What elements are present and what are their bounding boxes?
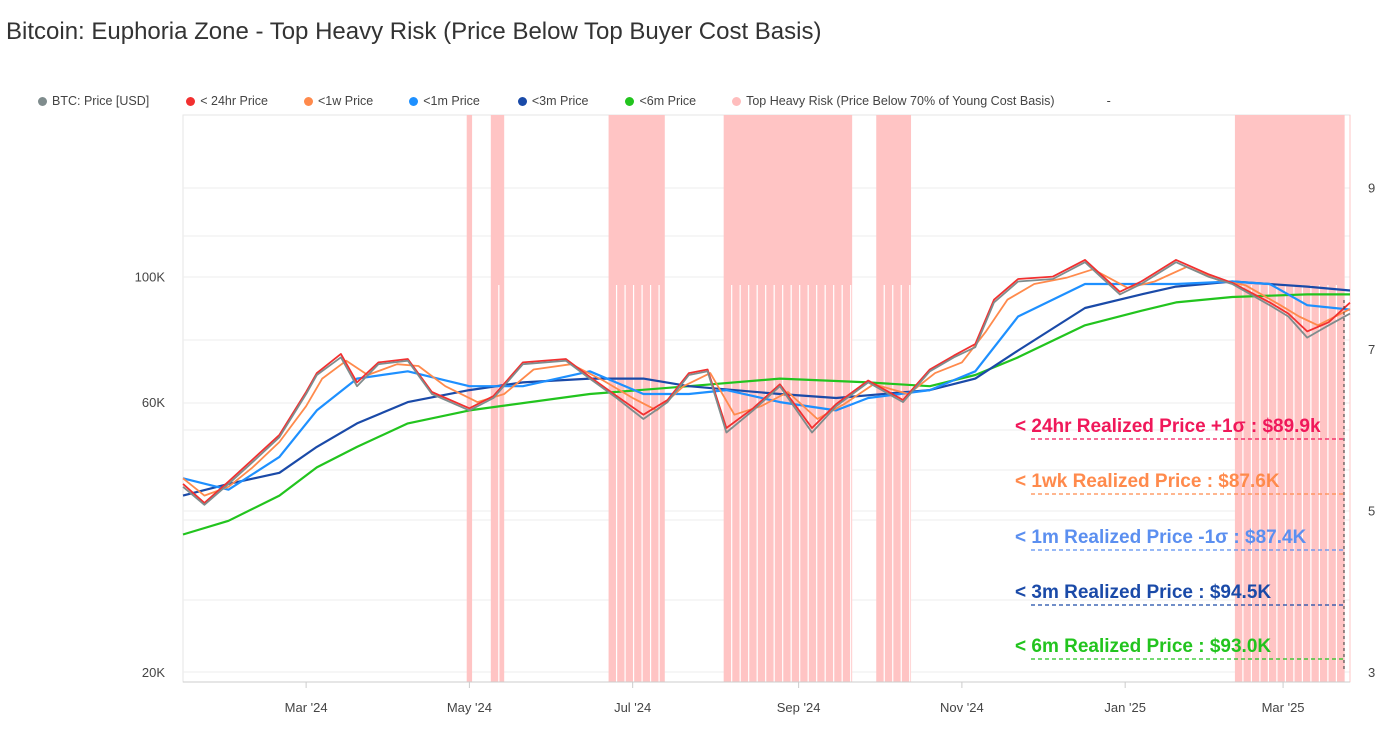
x-tick-label: Jul '24 (614, 700, 651, 715)
legend-label: - (1106, 94, 1111, 108)
x-tick-label: Sep '24 (777, 700, 821, 715)
legend-item[interactable]: <1w Price (304, 94, 373, 108)
legend-label: BTC: Price [USD] (52, 94, 150, 108)
y2-tick-label: 9 (1368, 181, 1375, 196)
legend-marker (304, 96, 313, 106)
y-tick-label: 60K (142, 395, 165, 410)
legend-item[interactable]: - (1107, 94, 1111, 108)
legend-marker (625, 96, 635, 106)
legend-marker (186, 96, 196, 106)
legend-label: <1w Price (318, 94, 374, 108)
legend-item[interactable]: BTC: Price [USD] (38, 94, 149, 108)
legend-item[interactable]: Top Heavy Risk (Price Below 70% of Young… (732, 94, 1055, 108)
risk-zone-band (1234, 115, 1345, 682)
legend-item[interactable]: <1m Price (409, 94, 480, 108)
y2-tick-label: 3 (1368, 665, 1375, 680)
legend-marker (517, 96, 527, 106)
y2-tick-label: 5 (1368, 504, 1375, 519)
y-tick-label: 100K (135, 270, 166, 285)
series-line-4 (182, 280, 1351, 497)
legend-label: <3m Price (531, 94, 589, 108)
x-tick-label: Mar '24 (285, 700, 328, 715)
y-tick-label: 20K (142, 665, 165, 680)
legend-marker (409, 96, 419, 106)
legend-label: <1m Price (423, 94, 480, 108)
series-line-0 (182, 261, 1351, 506)
legend-marker (38, 96, 47, 106)
annotation-label: < 24hr Realized Price +1σ : $89.9k (1015, 416, 1321, 437)
legend-label: <6m Price (639, 94, 697, 108)
series-line-5 (182, 293, 1350, 536)
x-tick-label: Mar '25 (1262, 700, 1305, 715)
x-tick-label: Nov '24 (940, 700, 984, 715)
legend-item[interactable]: <3m Price (517, 94, 589, 108)
chart-title: Bitcoin: Euphoria Zone - Top Heavy Risk … (6, 18, 822, 45)
annotation-label: < 6m Realized Price : $93.0K (1015, 636, 1271, 657)
risk-zone-band (490, 115, 505, 682)
legend-label: < 24hr Price (200, 94, 268, 108)
series-line-3 (182, 280, 1351, 491)
legend-marker (732, 96, 742, 106)
x-tick-label: May '24 (447, 700, 492, 715)
legend-item[interactable]: < 24hr Price (186, 94, 268, 108)
legend: BTC: Price [USD] < 24hr Price <1w Price <1m… (38, 94, 1111, 108)
series-line-2 (182, 265, 1351, 497)
legend-item[interactable]: <6m Price (625, 94, 696, 108)
x-tick-label: Jan '25 (1104, 700, 1146, 715)
annotation-label: < 3m Realized Price : $94.5K (1015, 582, 1271, 603)
series-line-1 (182, 258, 1351, 504)
legend-label: Top Heavy Risk (Price Below 70% of Young… (746, 94, 1055, 108)
annotation-label: < 1wk Realized Price : $87.6K (1015, 471, 1280, 492)
y2-tick-label: 7 (1368, 342, 1375, 357)
annotation-label: < 1m Realized Price -1σ : $87.4K (1015, 527, 1307, 548)
